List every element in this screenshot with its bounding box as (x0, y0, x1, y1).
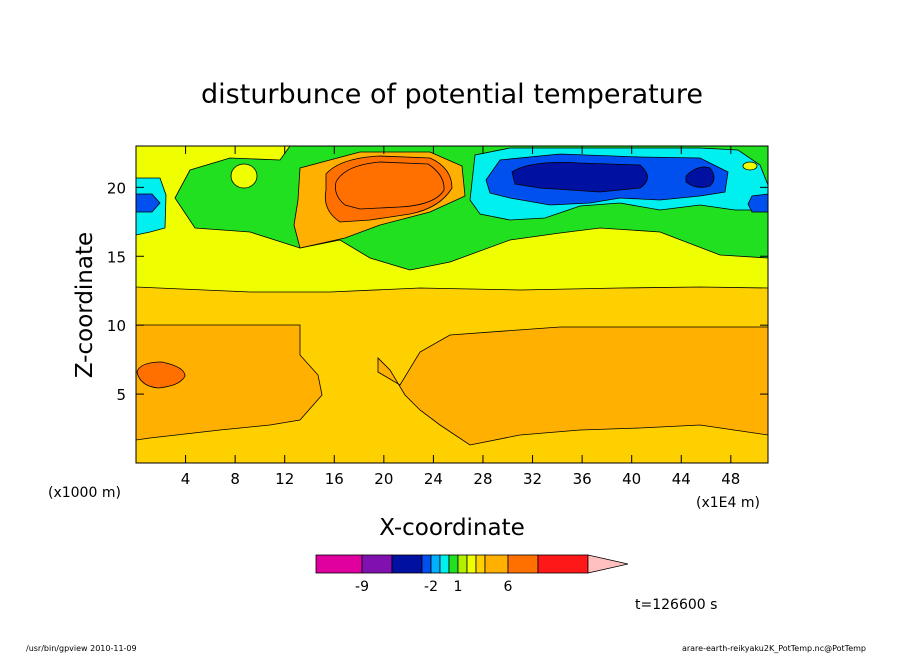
colorbar-tick-label: -9 (355, 579, 369, 595)
colorbar-swatch (430, 554, 441, 574)
y-tick-label: 10 (107, 317, 126, 335)
x-tick-label: 8 (230, 470, 240, 488)
colorbar-swatch (448, 554, 459, 574)
colorbar-tick-label: 1 (454, 579, 463, 595)
chart-title: disturbunce of potential temperature (201, 79, 703, 110)
region-blue (747, 193, 768, 213)
colorbar-swatch (361, 554, 393, 574)
colorbar-tick-labels: -9 -2 1 6 (355, 579, 513, 595)
x-tick-label: 48 (721, 470, 740, 488)
colorbar (315, 554, 629, 574)
time-label: t=126600 s (635, 597, 717, 613)
x-tick-label: 12 (275, 470, 294, 488)
colorbar-tick-label: -2 (424, 579, 438, 595)
plot-frame (135, 145, 769, 464)
x-tick-label: 4 (181, 470, 191, 488)
x-tick-label: 20 (374, 470, 393, 488)
footer-left: /usr/bin/gpview 2010-11-09 (26, 644, 137, 653)
colorbar-swatch (421, 554, 432, 574)
y-tick-label: 20 (107, 179, 126, 197)
x-tick-label: 24 (424, 470, 443, 488)
region-band-orange (377, 326, 768, 446)
y-axis-title: Z-coordinate (72, 232, 98, 378)
region-band-orange (136, 324, 323, 441)
region-dark-blue (511, 162, 648, 193)
x-unit-label: (x1E4 m) (696, 495, 760, 511)
footer-right: arare-earth-reikyaku2K_PotTemp.nc@PotTem… (682, 644, 866, 653)
colorbar-swatch (484, 554, 509, 574)
x-tick-label: 36 (573, 470, 592, 488)
colorbar-swatch (391, 554, 423, 574)
colorbar-swatch (439, 554, 450, 574)
region-blue (136, 193, 161, 213)
region-dark-blue (685, 166, 715, 188)
region-orange-core (335, 161, 445, 210)
colorbar-swatch (507, 554, 539, 574)
colorbar-tick-label: 6 (504, 579, 513, 595)
colorbar-swatch (466, 554, 477, 574)
colorbar-swatch (457, 554, 468, 574)
x-tick-label: 44 (672, 470, 691, 488)
x-tick-label: 40 (622, 470, 641, 488)
x-tick-label: 28 (473, 470, 492, 488)
region-dark-orange (136, 361, 186, 389)
y-tick-label: 5 (116, 386, 126, 404)
contour-field (136, 146, 768, 463)
colorbar-swatch (315, 554, 363, 574)
colorbar-swatch (537, 554, 589, 574)
x-tick-label: 32 (523, 470, 542, 488)
y-tick-label: 15 (107, 248, 126, 266)
colorbar-arrow (587, 554, 629, 574)
colorbar-swatch (475, 554, 486, 574)
x-axis-title: X-coordinate (379, 515, 525, 541)
x-tick-label: 16 (325, 470, 344, 488)
region-small-yellow-circle (230, 163, 258, 189)
region-small-yellow-dot (742, 161, 758, 171)
y-unit-label: (x1000 m) (48, 485, 121, 501)
